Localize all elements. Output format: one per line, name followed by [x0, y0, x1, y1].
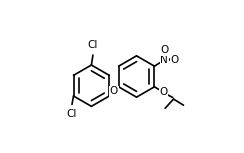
- Text: Cl: Cl: [67, 109, 77, 119]
- Text: N: N: [161, 55, 168, 65]
- Text: O: O: [160, 45, 169, 55]
- Text: O: O: [171, 55, 179, 65]
- Text: O: O: [110, 86, 118, 96]
- Text: O: O: [160, 87, 168, 97]
- Text: Cl: Cl: [88, 40, 98, 50]
